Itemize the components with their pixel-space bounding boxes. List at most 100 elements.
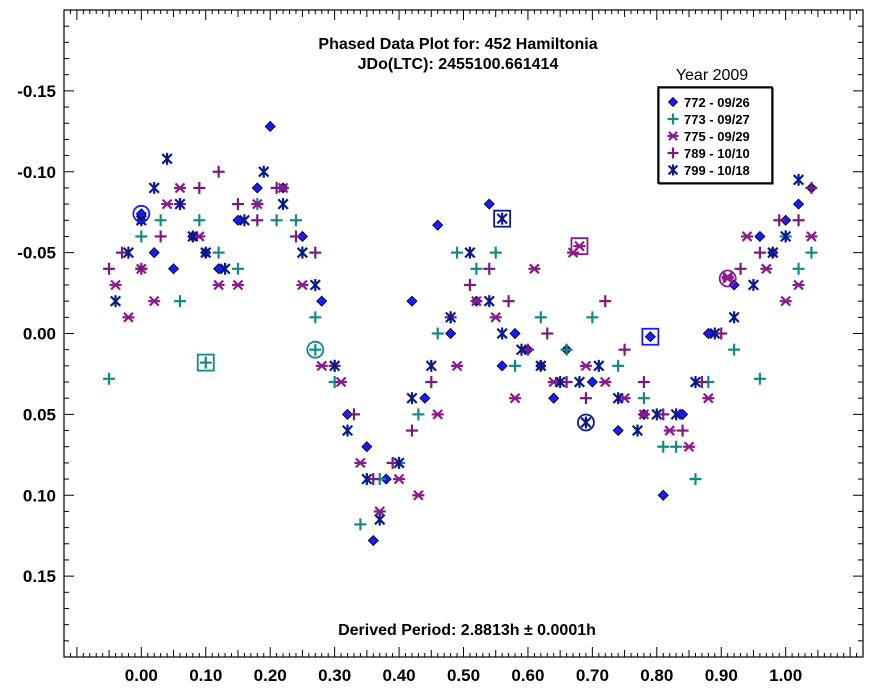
data-point — [509, 392, 522, 404]
data-point — [534, 311, 547, 324]
data-point — [187, 230, 199, 243]
data-point — [753, 246, 766, 259]
data-point — [154, 214, 167, 227]
data-point — [728, 343, 741, 356]
data-point — [509, 327, 521, 340]
data-point — [489, 246, 502, 259]
data-point — [489, 312, 502, 323]
data-point — [780, 230, 792, 243]
data-point — [200, 246, 212, 259]
data-point — [676, 424, 689, 437]
x-tick-label: 0.60 — [511, 666, 544, 685]
data-point — [631, 424, 644, 437]
data-point — [251, 214, 264, 227]
data-point — [238, 214, 250, 227]
y-tick-label: -0.15 — [17, 82, 56, 101]
data-point — [173, 182, 186, 194]
data-point — [670, 408, 682, 421]
data-point — [541, 327, 554, 340]
data-point — [599, 295, 612, 308]
data-point — [773, 214, 786, 227]
data-point — [792, 214, 805, 227]
x-tick-label: 0.50 — [447, 666, 480, 685]
data-point — [560, 376, 573, 389]
data-point — [663, 425, 676, 436]
y-tick-label: 0.10 — [23, 486, 56, 505]
data-point — [521, 343, 534, 356]
x-tick-label: 0.80 — [640, 666, 673, 685]
data-point — [483, 198, 495, 210]
data-point — [612, 392, 624, 405]
data-point — [309, 311, 322, 324]
data-point — [445, 327, 457, 340]
data-point — [657, 489, 669, 501]
legend-label: 773 - 09/27 — [684, 112, 750, 127]
data-point — [367, 534, 379, 547]
y-tick-label: 0.15 — [23, 567, 56, 586]
data-point — [515, 343, 528, 356]
data-point — [199, 356, 212, 369]
data-point — [741, 231, 754, 242]
data-point — [612, 424, 624, 437]
data-point — [667, 164, 679, 176]
data-point — [289, 214, 302, 227]
data-point — [667, 147, 679, 159]
data-point — [695, 376, 708, 389]
data-point — [760, 263, 773, 275]
data-point — [560, 343, 573, 356]
y-tick-label: -0.05 — [17, 244, 56, 263]
data-point — [231, 262, 244, 275]
data-point — [586, 311, 599, 324]
data-point — [154, 230, 167, 243]
data-point — [528, 263, 541, 275]
data-point — [470, 295, 483, 307]
data-points — [103, 120, 818, 547]
highlight-square — [641, 327, 660, 346]
data-point — [548, 392, 560, 404]
data-point — [754, 230, 766, 243]
data-point — [373, 506, 386, 517]
data-point — [709, 327, 721, 340]
data-point — [309, 278, 321, 291]
data-point — [258, 165, 270, 178]
data-point — [347, 408, 360, 421]
x-tick-label: 0.30 — [318, 666, 351, 685]
legend: 772 - 09/26 773 - 09/27 775 - 09/29 789 - 1… — [657, 86, 774, 185]
data-point — [483, 262, 496, 275]
data-point — [103, 372, 116, 385]
data-point — [470, 262, 483, 275]
highlight-circle — [132, 204, 151, 223]
data-point — [329, 359, 341, 372]
data-point — [386, 456, 399, 469]
data-point — [599, 376, 612, 388]
data-point — [167, 263, 180, 275]
data-point — [406, 295, 418, 307]
data-point — [657, 408, 670, 421]
data-point — [767, 246, 779, 259]
data-point — [573, 240, 586, 252]
x-tick-label: 0.20 — [254, 666, 287, 685]
data-point — [270, 214, 283, 227]
highlight-square — [570, 237, 589, 256]
data-point — [316, 295, 328, 307]
data-point — [315, 360, 328, 372]
data-point — [618, 343, 631, 356]
data-point — [637, 409, 650, 420]
x-tick-label: 0.90 — [705, 666, 738, 685]
data-point — [374, 513, 386, 526]
data-point — [174, 198, 186, 211]
data-point — [451, 360, 464, 372]
data-point — [109, 279, 122, 291]
data-point — [667, 131, 679, 141]
data-point — [753, 372, 766, 385]
data-point — [393, 456, 405, 469]
highlight-circle — [306, 340, 325, 359]
y-tick-label: -0.10 — [17, 163, 56, 182]
data-point — [728, 311, 740, 324]
y-tick-label: 0.05 — [23, 405, 56, 424]
data-point — [445, 311, 457, 324]
data-point — [251, 182, 263, 194]
y-tick-label: 0.00 — [23, 325, 56, 344]
highlight-square — [196, 353, 215, 372]
data-point — [425, 359, 437, 372]
